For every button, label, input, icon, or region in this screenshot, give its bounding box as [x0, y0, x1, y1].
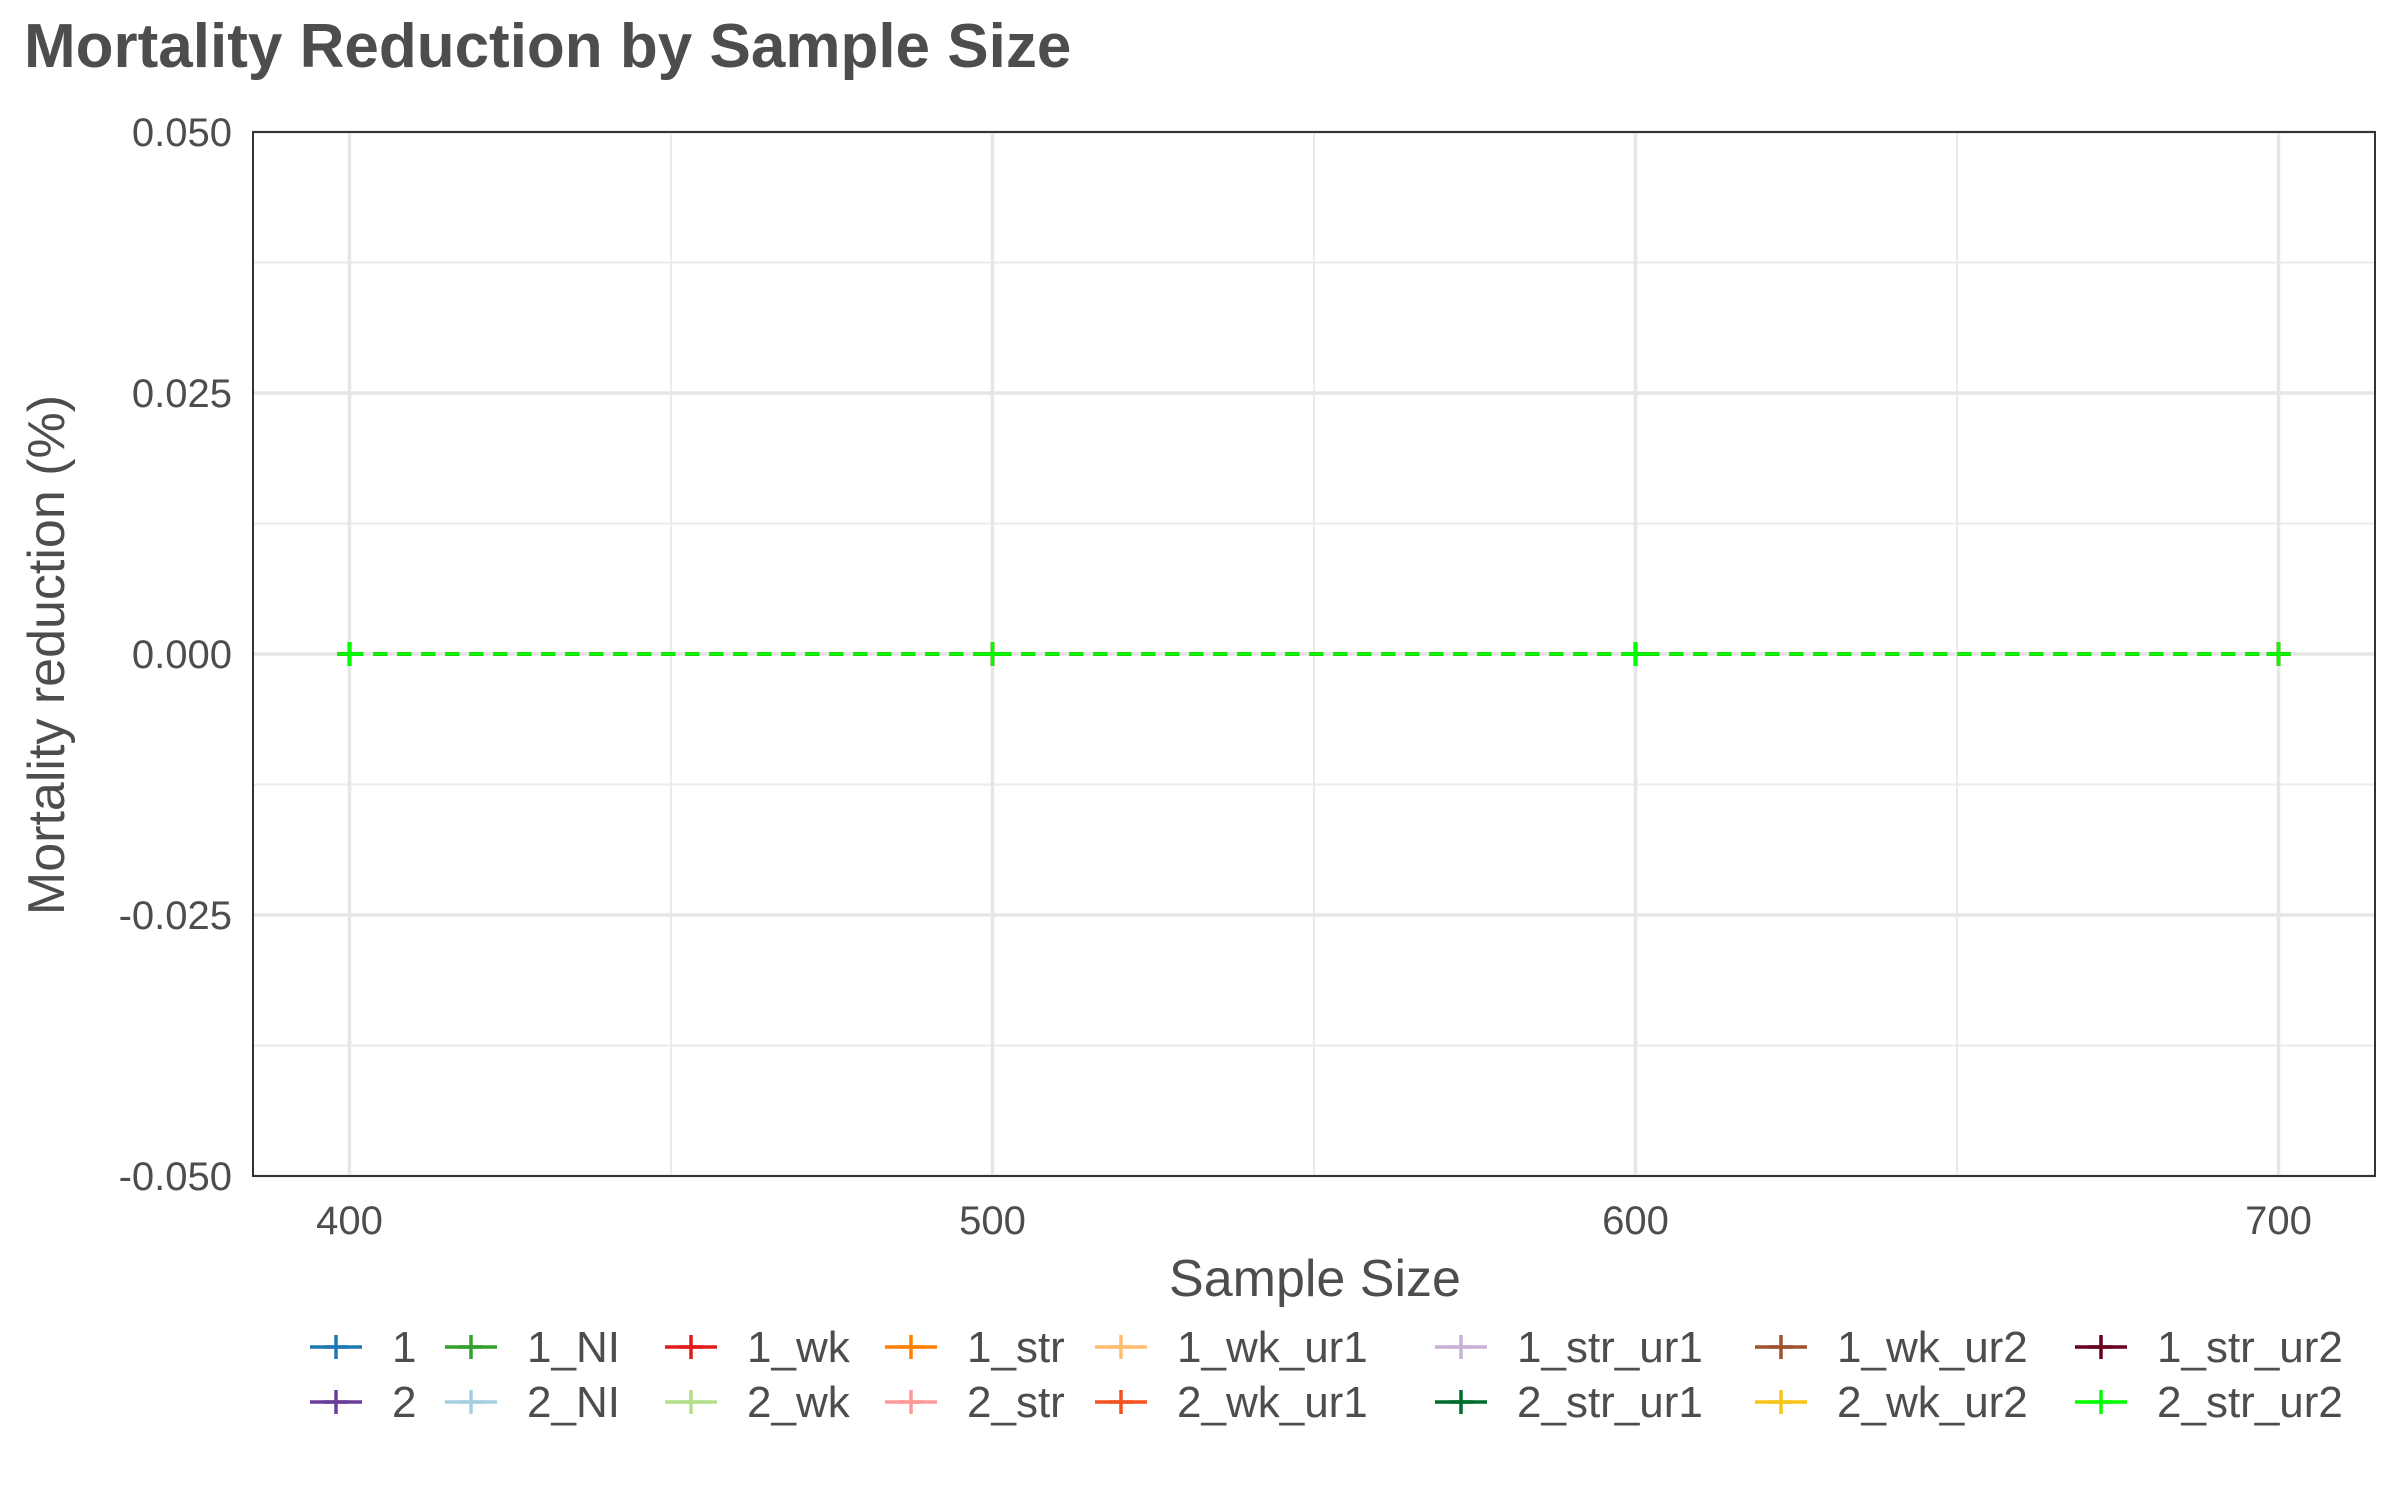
legend-key-marker [1449, 1390, 1473, 1414]
y-axis-title: Mortality reduction (%) [18, 395, 76, 915]
legend-label: 2_str [967, 1378, 1065, 1427]
legend-key-marker [1769, 1335, 1793, 1359]
x-axis-title: Sample Size [1169, 1250, 1461, 1308]
legend-key-marker [679, 1335, 703, 1359]
legend-key-marker [2089, 1390, 2113, 1414]
legend-key-marker [324, 1390, 348, 1414]
data-point [2266, 642, 2291, 666]
x-axis-ticks: 400 500 600 700 [316, 1199, 2312, 1243]
legend-label: 1_str_ur1 [1517, 1323, 1703, 1372]
data-point [337, 642, 362, 666]
legend-item: 1_NI [445, 1323, 620, 1372]
legend-key-marker [899, 1390, 923, 1414]
y-tick-label: 0.025 [132, 372, 232, 416]
plot-panel [252, 130, 2376, 1178]
legend-key-marker [899, 1335, 923, 1359]
legend-key-marker [459, 1390, 483, 1414]
legend: 1 2 1_NI 2_NI 1_wk 2_wk 1_str 2_str 1_wk_ur1 2_wk… [310, 1323, 2343, 1427]
legend-key-marker [1449, 1335, 1473, 1359]
legend-label: 2_str_ur1 [1517, 1378, 1703, 1427]
legend-label: 2_wk_ur1 [1177, 1378, 1368, 1427]
legend-label: 2_str_ur2 [2157, 1378, 2343, 1427]
legend-item: 2_wk_ur1 [1095, 1378, 1368, 1427]
legend-label: 1_wk [747, 1323, 851, 1372]
chart-title: Mortality Reduction by Sample Size [24, 12, 1071, 81]
legend-label: 2_NI [527, 1378, 620, 1427]
legend-item: 2_str_ur2 [2075, 1378, 2343, 1427]
y-axis-ticks: -0.050 -0.025 0.000 0.025 0.050 [119, 111, 232, 1199]
legend-label: 1_str [967, 1323, 1065, 1372]
legend-item: 2_wk [665, 1378, 851, 1427]
panel-border [252, 131, 2376, 1177]
legend-item: 1 [310, 1323, 416, 1372]
legend-label: 1_str_ur2 [2157, 1323, 2343, 1372]
series-2_str_ur2 [337, 642, 2291, 666]
legend-key-marker [324, 1335, 348, 1359]
legend-key-marker [1109, 1335, 1133, 1359]
legend-item: 2_str_ur1 [1435, 1378, 1703, 1427]
legend-key-marker [679, 1390, 703, 1414]
data-point [1623, 642, 1648, 666]
legend-label: 1_NI [527, 1323, 620, 1372]
legend-item: 1_str_ur1 [1435, 1323, 1703, 1372]
legend-item: 1_wk [665, 1323, 851, 1372]
y-tick-label: 0.050 [132, 111, 232, 155]
legend-key-marker [459, 1335, 483, 1359]
legend-label: 1_wk_ur2 [1837, 1323, 2028, 1372]
y-tick-label: 0.000 [132, 633, 232, 677]
legend-item: 1_str_ur2 [2075, 1323, 2343, 1372]
legend-item: 2_str [885, 1378, 1065, 1427]
x-tick-label: 500 [959, 1199, 1026, 1243]
x-tick-label: 700 [2245, 1199, 2312, 1243]
x-tick-label: 600 [1602, 1199, 1669, 1243]
legend-key-marker [1109, 1390, 1133, 1414]
legend-key-marker [1769, 1390, 1793, 1414]
legend-label: 2_wk_ur2 [1837, 1378, 2028, 1427]
legend-label: 2_wk [747, 1378, 851, 1427]
legend-item: 2_NI [445, 1378, 620, 1427]
series-layer [337, 642, 2291, 666]
y-tick-label: -0.025 [119, 894, 232, 938]
legend-item: 2_wk_ur2 [1755, 1378, 2028, 1427]
data-point [980, 642, 1005, 666]
legend-key-marker [2089, 1335, 2113, 1359]
legend-label: 1 [392, 1323, 416, 1372]
legend-label: 1_wk_ur1 [1177, 1323, 1368, 1372]
legend-item: 1_wk_ur2 [1755, 1323, 2028, 1372]
x-tick-label: 400 [316, 1199, 383, 1243]
legend-item: 2 [310, 1378, 416, 1427]
legend-label: 2 [392, 1378, 416, 1427]
legend-item: 1_str [885, 1323, 1065, 1372]
y-tick-label: -0.050 [119, 1155, 232, 1199]
legend-item: 1_wk_ur1 [1095, 1323, 1368, 1372]
